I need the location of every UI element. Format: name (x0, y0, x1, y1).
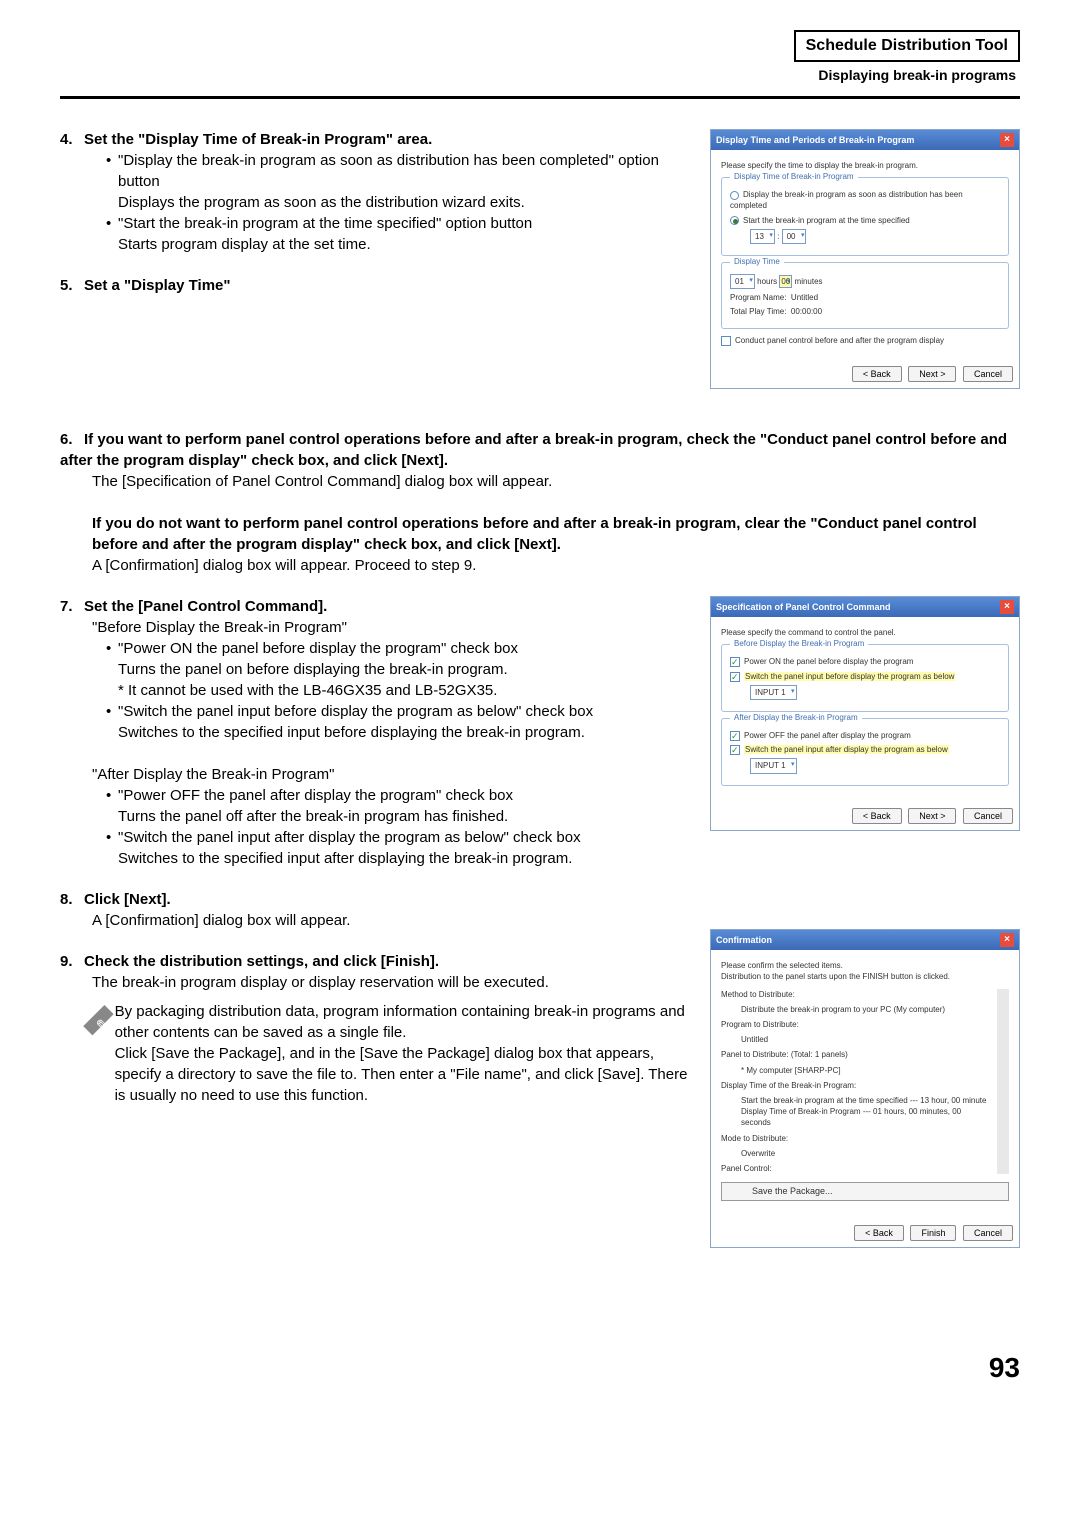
dialog-panel-control: Specification of Panel Control Command ×… (710, 596, 1020, 831)
doc-header: Schedule Distribution Tool Displaying br… (60, 30, 1020, 86)
step6-p2: If you do not want to perform panel cont… (92, 513, 1020, 555)
step7-after: "After Display the Break-in Program" (92, 764, 690, 785)
step7-b1-desc: Turns the panel on before displaying the… (118, 659, 690, 680)
switch-after-checkbox[interactable] (730, 745, 740, 755)
input2-select[interactable]: INPUT 1 (750, 758, 797, 773)
step7-a2-desc: Switches to the specified input after di… (118, 848, 690, 869)
header-rule (60, 96, 1020, 99)
d3-l2: Distribution to the panel starts upon th… (721, 971, 1009, 982)
step-4-title: Set the "Display Time of Break-in Progra… (84, 131, 432, 148)
back-button[interactable]: < Back (852, 366, 902, 383)
dialog1-intro: Please specify the time to display the b… (721, 160, 1009, 171)
step9-note1: By packaging distribution data, program … (115, 1001, 690, 1043)
step7-title: Set the [Panel Control Command]. (84, 598, 327, 615)
back-button[interactable]: < Back (854, 1225, 904, 1242)
cancel-button[interactable]: Cancel (963, 1225, 1013, 1242)
step9-title: Check the distribution settings, and cli… (84, 953, 439, 970)
step6-p1: If you want to perform panel control ope… (60, 431, 1007, 469)
step8-desc: A [Confirmation] dialog box will appear. (92, 910, 690, 931)
hour-select[interactable]: 13 (750, 229, 775, 244)
doc-title: Schedule Distribution Tool (794, 30, 1020, 62)
save-package-button[interactable]: Save the Package... (721, 1182, 1009, 1201)
step4-bullet2-desc: Starts program display at the set time. (118, 234, 690, 255)
next-button[interactable]: Next > (908, 366, 956, 383)
dialog-confirmation: Confirmation × Please confirm the select… (710, 929, 1020, 1248)
radio-asap[interactable] (730, 191, 739, 200)
doc-subtitle: Displaying break-in programs (60, 66, 1016, 86)
dialog2-intro: Please specify the command to control th… (721, 627, 1009, 638)
minutes-select[interactable]: 00 (779, 275, 792, 288)
input1-select[interactable]: INPUT 1 (750, 685, 797, 700)
dialog1-title: Display Time and Periods of Break-in Pro… (716, 134, 914, 147)
step-7: 7.Set the [Panel Control Command]. "Befo… (60, 596, 690, 869)
step7-b1: "Power ON the panel before display the p… (106, 638, 690, 659)
step6-p1-desc: The [Specification of Panel Control Comm… (92, 471, 1020, 492)
dialog1-fs1-legend: Display Time of Break-in Program (730, 171, 858, 182)
close-icon[interactable]: × (1000, 600, 1014, 614)
conduct-checkbox[interactable] (721, 336, 731, 346)
dialog2-fs2-legend: After Display the Break-in Program (730, 712, 862, 723)
step4-bullet2: "Start the break-in program at the time … (106, 213, 690, 234)
step9-desc: The break-in program display or display … (92, 972, 690, 993)
power-off-checkbox[interactable] (730, 731, 740, 741)
dialog3-title: Confirmation (716, 934, 772, 947)
step8-title: Click [Next]. (84, 891, 171, 908)
step7-a1: "Power OFF the panel after display the p… (106, 785, 690, 806)
power-on-checkbox[interactable] (730, 657, 740, 667)
finish-button[interactable]: Finish (910, 1225, 956, 1242)
step7-a1-desc: Turns the panel off after the break-in p… (118, 806, 690, 827)
next-button[interactable]: Next > (908, 808, 956, 825)
step4-bullet1: "Display the break-in program as soon as… (106, 150, 690, 192)
close-icon[interactable]: × (1000, 933, 1014, 947)
step9-note2: Click [Save the Package], and in the [Sa… (115, 1043, 690, 1106)
back-button[interactable]: < Back (852, 808, 902, 825)
step6-p2-desc: A [Confirmation] dialog box will appear.… (92, 555, 1020, 576)
step-4: 4.Set the "Display Time of Break-in Prog… (60, 129, 690, 255)
page-number: 93 (60, 1348, 1020, 1387)
step-5-title: Set a "Display Time" (84, 277, 231, 294)
step7-before: "Before Display the Break-in Program" (92, 617, 690, 638)
radio-timed[interactable] (730, 216, 739, 225)
close-icon[interactable]: × (1000, 133, 1014, 147)
note-icon (83, 1005, 113, 1035)
dialog2-fs1-legend: Before Display the Break-in Program (730, 638, 868, 649)
step-9: 9.Check the distribution settings, and c… (60, 951, 690, 1106)
minute-select[interactable]: 00 (782, 229, 807, 244)
switch-before-checkbox[interactable] (730, 672, 740, 682)
cancel-button[interactable]: Cancel (963, 366, 1013, 383)
cancel-button[interactable]: Cancel (963, 808, 1013, 825)
hours-select[interactable]: 01 (730, 274, 755, 289)
dialog-display-time: Display Time and Periods of Break-in Pro… (710, 129, 1020, 389)
d3-l1: Please confirm the selected items. (721, 960, 1009, 971)
dialog2-title: Specification of Panel Control Command (716, 601, 891, 614)
step7-b2-desc: Switches to the specified input before d… (118, 722, 690, 743)
dialog1-fs2-legend: Display Time (730, 256, 784, 267)
step-8: 8.Click [Next]. A [Confirmation] dialog … (60, 889, 690, 931)
step-5: 5.Set a "Display Time" (60, 275, 690, 296)
step7-b1-note: * It cannot be used with the LB-46GX35 a… (118, 680, 690, 701)
step7-b2: "Switch the panel input before display t… (106, 701, 690, 722)
step-6: 6.If you want to perform panel control o… (60, 429, 1020, 576)
step7-a2: "Switch the panel input after display th… (106, 827, 690, 848)
step4-bullet1-desc: Displays the program as soon as the dist… (118, 192, 690, 213)
